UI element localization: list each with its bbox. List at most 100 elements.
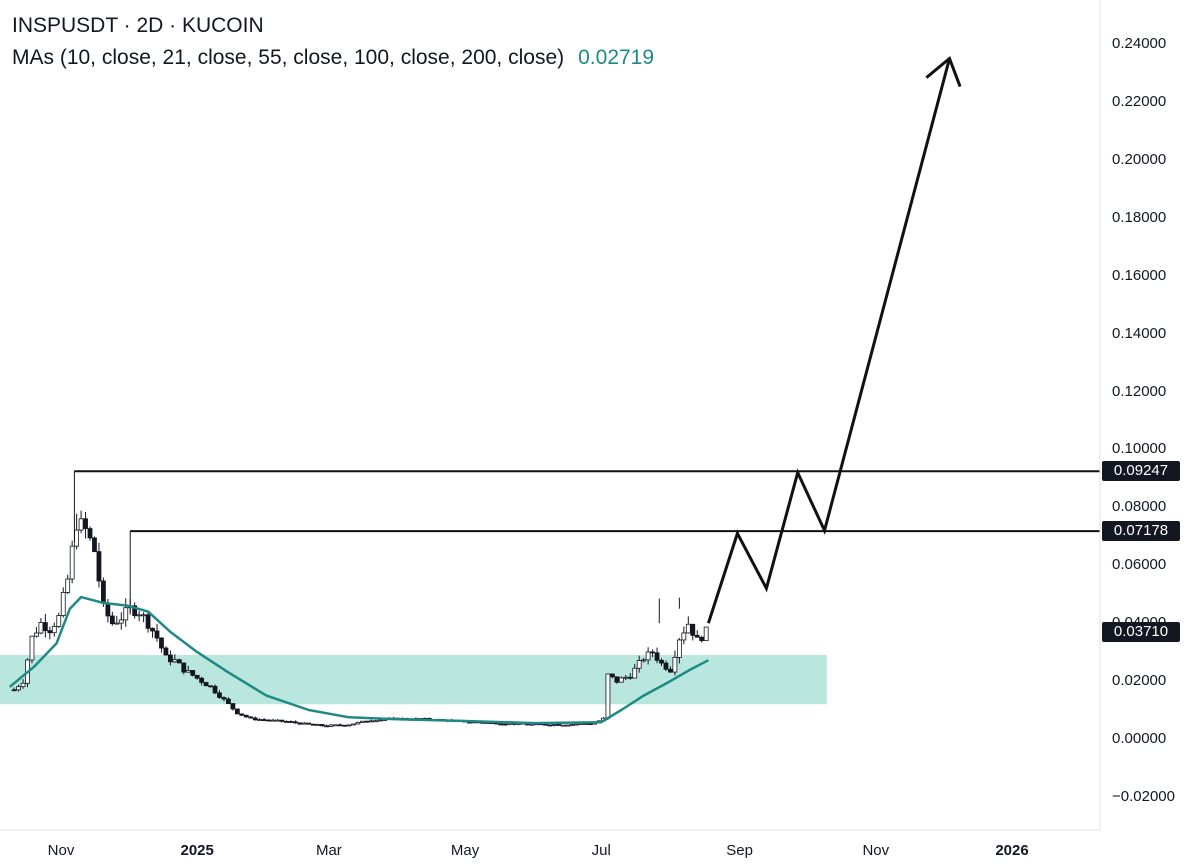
candle-body [346,724,352,727]
candle-body [560,724,566,727]
candle-body [632,667,638,679]
y-tick-label: 0.10000 [1112,440,1167,458]
candle [176,658,182,664]
candle [368,719,374,723]
candle-body [114,622,120,625]
candle-body [547,724,553,727]
candle [310,723,316,726]
candle-body [645,651,651,661]
candle [96,542,102,588]
candle [324,724,330,728]
candle-body [109,615,115,625]
candle [141,612,146,623]
candle-body [618,677,624,683]
candle-body [56,615,62,627]
candle [284,720,289,723]
candle-body [306,722,312,725]
candle-body [297,722,303,725]
support-zone-layer [0,655,827,705]
x-tick-label: Nov [862,842,890,859]
candle [641,657,647,663]
candle [306,722,312,725]
candle-body [181,662,187,673]
candle [132,602,138,619]
candle-body [60,592,66,616]
level-price-tag: 0.07178 [1102,521,1180,542]
y-tick-label: 0.08000 [1112,498,1167,516]
candle-body [685,623,691,634]
candle [333,724,338,727]
candle-body [672,656,678,673]
candle-body [92,537,97,553]
x-tick-label: Mar [315,842,342,859]
candle [199,676,205,686]
candle [569,723,575,727]
candle [11,687,17,692]
candle-body [150,627,155,632]
candle-body [690,623,696,636]
candle-body [243,714,249,718]
candle-body [38,622,44,634]
x-tick-label: 2025 [180,842,214,859]
candle [270,718,276,722]
candle-body [11,689,17,692]
candle-body [627,676,633,679]
candle [239,713,245,717]
candle [659,658,664,667]
indicator-legend[interactable]: MAs (10, close, 21, close, 55, close, 10… [12,46,654,70]
candle-body [301,722,307,725]
candle-body [587,723,593,725]
candle-body [324,725,330,728]
projection-arrowhead [925,55,962,88]
candle [337,723,343,727]
candle-body [172,659,178,663]
candle-body [319,724,325,727]
axes-layer [0,0,1101,831]
candle-body [328,724,334,727]
candle [502,723,508,726]
candle-body [551,724,557,726]
candle [181,662,187,675]
candle-body [42,622,48,632]
candle-body [145,614,151,629]
candle [359,720,365,723]
candle [275,719,280,722]
candle-body [154,630,160,639]
candle [342,724,347,727]
candle [159,637,164,653]
candle-body [368,720,374,723]
candle [87,526,93,541]
candle [690,623,696,641]
candle-body [51,626,57,634]
candle-body [663,662,669,670]
candle-body [569,723,575,726]
candle [614,676,620,684]
candle-body [74,529,80,547]
candle [551,723,557,727]
candle-body [373,720,379,723]
level-price-tag: 0.09247 [1102,461,1180,482]
support-zone [0,655,827,705]
candle [248,716,254,719]
candle [266,719,272,722]
candle-body [668,668,673,673]
candle [56,612,62,628]
x-tick-label: May [450,842,480,859]
candle-body [234,708,240,715]
candle [252,716,258,721]
candle-body [333,724,338,727]
candle [650,649,655,658]
candle [118,612,124,630]
candle [114,615,120,625]
levels-layer [74,470,1100,533]
candle-body [659,659,664,664]
x-tick-label: Jul [591,842,611,859]
candle-body [315,724,321,726]
candle-body [623,676,629,679]
candle [78,510,84,534]
candle [565,724,571,727]
candle [699,635,705,643]
candle [377,719,383,722]
y-tick-label: 0.14000 [1112,324,1167,342]
